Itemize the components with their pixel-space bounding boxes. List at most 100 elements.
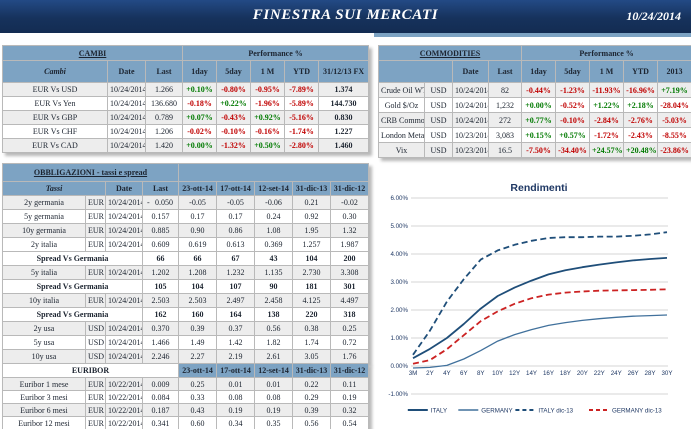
cambi-header-row: Cambi Date Last 1day 5day 1 M YTD 31/12/13 FX: [2, 60, 370, 83]
commodities-row: Vix USD 10/23/2014 16.5 -7.50% -34.40% +24.57%…: [378, 142, 691, 158]
cell-euribor-value: 0.34: [216, 416, 256, 429]
cell-euribor-value: 0.19: [216, 403, 256, 417]
cell-euribor-value: 0.35: [254, 416, 294, 429]
rendimenti-chart: Rendimenti 6.00% 5.00% 4.00% 3.00% 2.00% 1.00%…: [375, 179, 691, 429]
cell-commodity-name: Vix: [378, 142, 425, 158]
cell-perf: +0.10%: [182, 82, 218, 97]
cell-last: 0.341: [141, 416, 180, 429]
column-header: 31-dic-12: [330, 181, 370, 196]
commodities-section-title: COMMODITIES: [377, 45, 523, 61]
x-axis-tick-label: 8Y: [477, 370, 485, 377]
legend-label: ITALY: [431, 407, 447, 414]
cell-rate-value: 0.17: [178, 209, 218, 224]
cell-spread-last: 162: [141, 307, 180, 322]
cell-last: 16.5: [487, 142, 523, 158]
cell-perf: -1.96%: [250, 96, 286, 111]
cell-spread-last: 66: [141, 251, 180, 266]
cell-rate-value: 2.503: [178, 293, 218, 308]
series-line-italy-dic-13: [412, 231, 668, 356]
column-header: 31-dic-13: [292, 363, 332, 378]
cell-last: 272: [487, 112, 523, 128]
cell-euribor-value: 0.29: [292, 390, 332, 404]
cell-last: 0.885: [141, 223, 180, 238]
cell-perf: -5.16%: [284, 110, 320, 125]
rendimenti-chart-svg: Rendimenti 6.00% 5.00% 4.00% 3.00% 2.00% 1.00%…: [388, 182, 672, 414]
cell-rate-value: 0.24: [254, 209, 294, 224]
cell-rate-value: 1.135: [254, 265, 294, 280]
column-header: 1day: [182, 60, 218, 83]
cell-rate-value: 0.72: [330, 335, 370, 350]
cell-date: 10/24/2014: [105, 321, 143, 336]
cell-last: 1.420: [144, 138, 184, 153]
cell-euribor-value: 0.43: [178, 403, 218, 417]
cell-perf: +0.00%: [182, 138, 218, 153]
cell-fx: 1.374: [318, 82, 370, 97]
cell-rate-name: 5y germania: [2, 209, 86, 224]
cell-commodity-name: CRB Commodity: [378, 112, 425, 128]
column-header: 1 M: [589, 60, 625, 83]
cell-rate-value: 0.369: [254, 237, 294, 252]
cell-spread-value: 66: [178, 251, 218, 266]
x-axis-tick-label: 3M: [409, 370, 418, 377]
column-header: 31-dic-13: [292, 181, 332, 196]
y-axis-tick-label: 4.00%: [390, 251, 408, 258]
column-header: Date: [107, 60, 146, 83]
cell-perf: -16.96%: [623, 82, 659, 98]
cell-currency: EUR: [85, 223, 106, 238]
cell-fx: 0.830: [318, 110, 370, 125]
cell-last: 1.466: [141, 335, 180, 350]
cell-rate-name: 10y germania: [2, 223, 86, 238]
cell-perf: -0.52%: [555, 97, 591, 113]
cell-rate-value: 0.39: [178, 321, 218, 336]
cell-fx: 1.460: [318, 138, 370, 153]
column-header: YTD: [623, 60, 659, 83]
cell-spread-value: 301: [330, 279, 370, 294]
cell-date: 10/24/2014: [107, 138, 146, 153]
cell-spread-value: 160: [178, 307, 218, 322]
y-axis-tick-label: 0.00%: [390, 363, 408, 370]
cell-euribor-value: 0.32: [330, 403, 370, 417]
spread-row: Spread Vs Germania 66 66 67 43 104 200: [2, 251, 370, 266]
cell-last: 2.503: [141, 293, 180, 308]
cell-rate-value: 4.497: [330, 293, 370, 308]
cell-commodity-name: Crude Oil WTI: [378, 82, 425, 98]
y-axis-tick-label: 6.00%: [390, 195, 408, 202]
cell-spread-label: Spread Vs Germania: [2, 307, 143, 322]
cell-perf: -0.10%: [555, 112, 591, 128]
obbligazioni-section-title: OBBLIGAZIONI - tassi e spread: [1, 163, 180, 182]
cell-perf: +24.57%: [589, 142, 625, 158]
cambi-performance-header: Performance %: [182, 45, 370, 61]
cell-rate-value: 1.32: [330, 223, 370, 238]
cell-rate-value: -0.02: [330, 195, 370, 210]
cambi-row: EUR Vs GBP 10/24/2014 0.789 +0.07% -0.43% +0.…: [2, 110, 370, 125]
cell-perf: -8.55%: [657, 127, 691, 143]
cell-euribor-value: 0.19: [330, 390, 370, 404]
spread-row: Spread Vs Germania 105 104 107 90 181 301: [2, 279, 370, 294]
cell-last: 0.187: [141, 403, 180, 417]
cambi-row: EUR Vs CHF 10/24/2014 1.206 -0.02% -0.10% -0.…: [2, 124, 370, 139]
cell-rate-value: 1.987: [330, 237, 370, 252]
last-value: 0.050: [155, 198, 174, 207]
column-header: 5day: [555, 60, 591, 83]
cell-perf: +2.18%: [623, 97, 659, 113]
cell-rate-value: 1.76: [330, 349, 370, 364]
cell-rate-value: 1.08: [254, 223, 294, 238]
cell-date: 10/24/2014: [105, 349, 143, 364]
cell-spread-value: 138: [254, 307, 294, 322]
cell-currency: USD: [85, 321, 106, 336]
rate-row: 10y germania EUR 10/24/2014 0.885 0.90 0.86 1.…: [2, 223, 370, 238]
cell-rate-value: 1.208: [178, 265, 218, 280]
cell-currency: EUR: [85, 237, 106, 252]
column-header: 23-ott-14: [178, 181, 218, 196]
cambi-row: EUR Vs USD 10/24/2014 1.266 +0.10% -0.80% -0.…: [2, 82, 370, 97]
x-axis-tick-label: 18Y: [560, 370, 571, 377]
euribor-row: Euribor 3 mesi EUR 10/22/2014 0.084 0.33 0.08…: [2, 390, 370, 404]
cell-last: -0.050: [141, 195, 180, 210]
column-header: 12-set-14: [254, 363, 294, 378]
cell-perf: +0.50%: [250, 138, 286, 153]
column-header: 1day: [521, 60, 557, 83]
column-header: Last: [144, 60, 184, 83]
cell-perf: -1.72%: [589, 127, 625, 143]
cell-perf: -5.03%: [657, 112, 691, 128]
